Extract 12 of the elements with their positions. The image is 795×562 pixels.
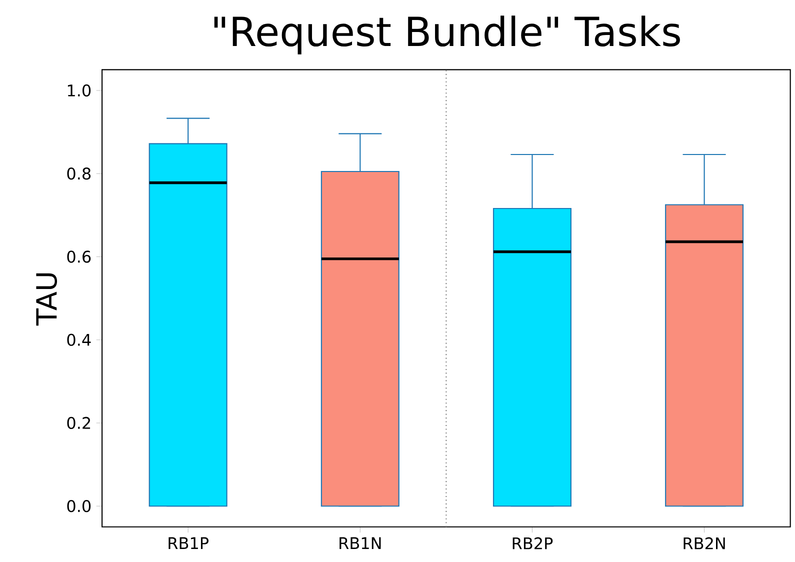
y-tick-label: 0.2: [67, 416, 90, 429]
y-tick-label: 0.8: [67, 167, 91, 180]
chart-title: "Request Bundle" Tasks: [214, 15, 680, 54]
y-tick-label: 0.0: [67, 500, 91, 512]
x-tick-label: RB2N: [684, 537, 725, 550]
y-tick-label: 0.4: [67, 334, 91, 346]
y-tick-label: 0.6: [67, 250, 91, 263]
x-tick-label: RB1N: [340, 537, 381, 549]
y-tick-label: 1.0: [68, 84, 91, 96]
y-axis-title: TAU: [36, 273, 58, 326]
x-tick-label: RB2P: [512, 537, 553, 550]
x-tick-label: RB1P: [168, 537, 208, 549]
